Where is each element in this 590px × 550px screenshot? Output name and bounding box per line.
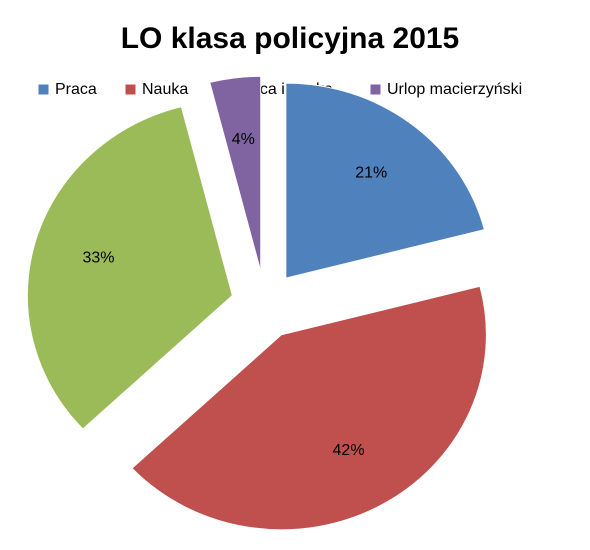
pie-slice	[285, 82, 486, 279]
data-label: 33%	[82, 250, 114, 267]
chart-title: LO klasa policyjna 2015	[121, 22, 460, 55]
legend-swatch	[124, 83, 137, 96]
data-label: 4%	[232, 131, 255, 148]
pie-slice	[131, 285, 487, 531]
data-label: 21%	[355, 165, 387, 182]
legend-swatch	[37, 83, 50, 96]
legend-label: Nauka	[142, 81, 188, 98]
pie-slice	[209, 75, 262, 272]
legend-label: Urlop macierzyński	[387, 81, 522, 98]
data-label: 42%	[333, 442, 365, 459]
pie-slice	[26, 106, 233, 430]
legend-label: Praca	[55, 81, 97, 98]
legend-swatch	[369, 83, 382, 96]
